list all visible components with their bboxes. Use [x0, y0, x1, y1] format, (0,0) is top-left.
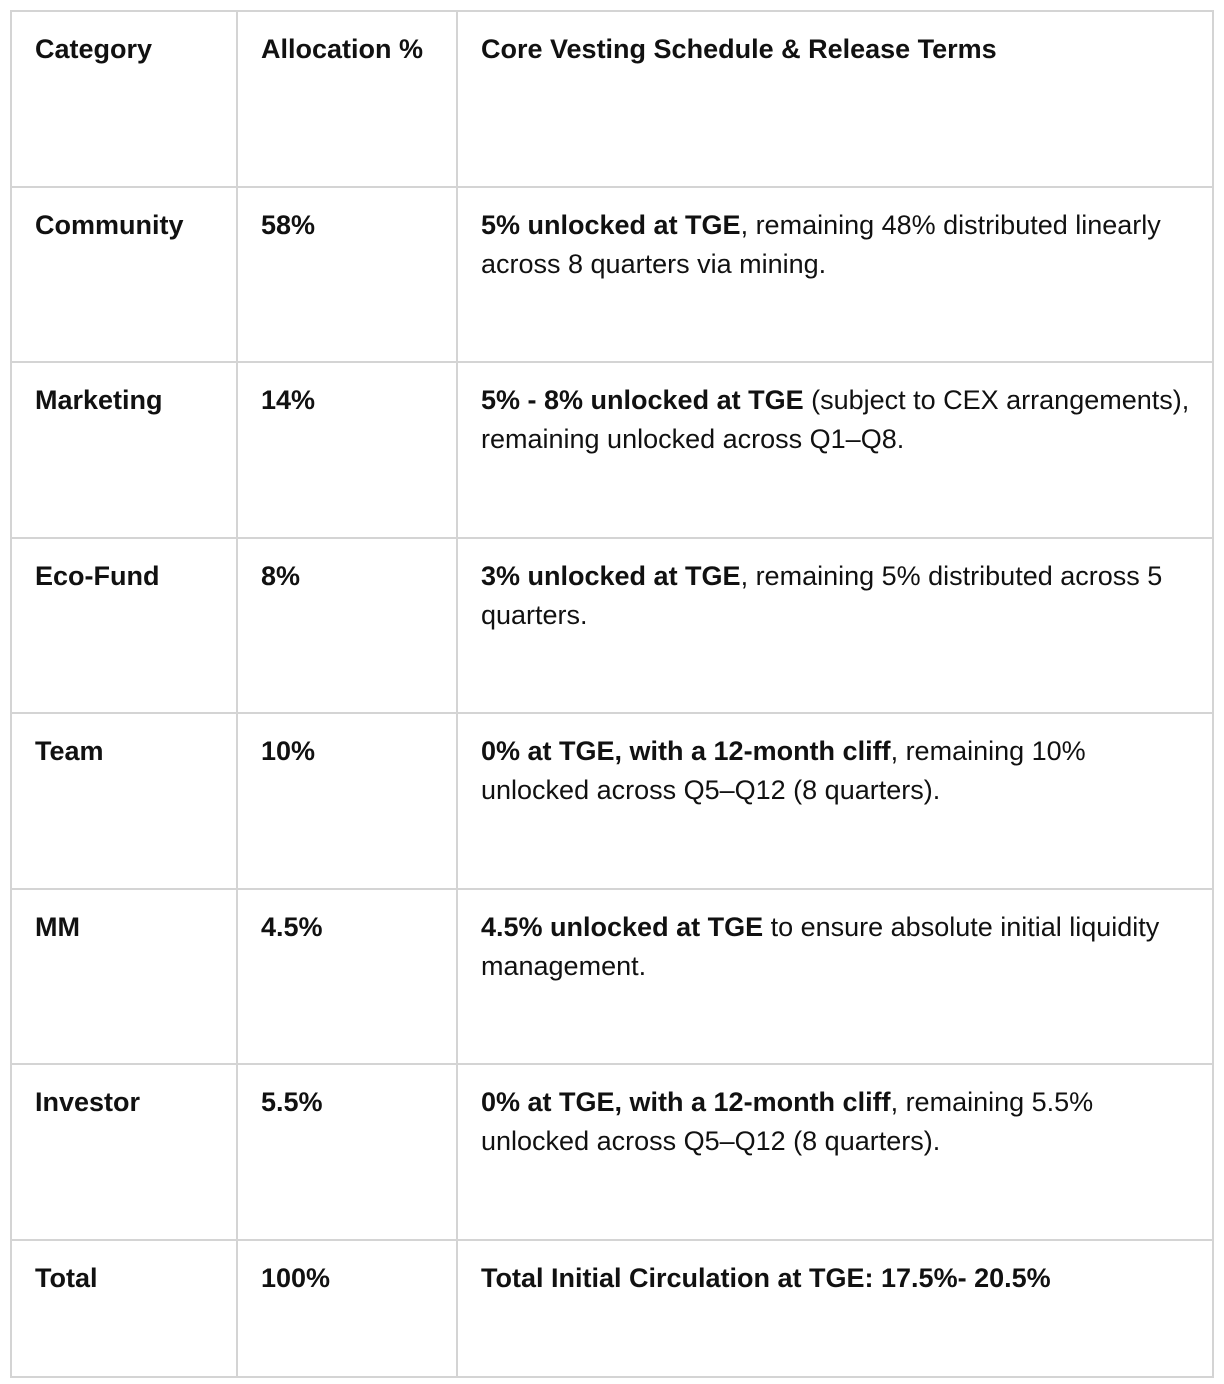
allocation-cell: 4.5%	[236, 887, 458, 1065]
category-cell: Eco-Fund	[10, 536, 238, 714]
header-row: Category Allocation % Core Vesting Sched…	[10, 10, 1214, 188]
table-row: Marketing 14% 5% - 8% unlocked at TGE (sub…	[10, 361, 1214, 539]
terms-bold: Total Initial Circulation at TGE: 17.5%-…	[481, 1262, 1051, 1293]
table-body: Category Allocation % Core Vesting Sched…	[10, 10, 1214, 1378]
header-cell: Allocation %	[236, 10, 458, 188]
header-cell: Category	[10, 10, 238, 188]
terms-cell: 5% unlocked at TGE, remaining 48% distri…	[456, 185, 1214, 363]
terms-bold: 5% unlocked at TGE	[481, 209, 741, 240]
allocation-cell: 8%	[236, 536, 458, 714]
terms-bold: 5% - 8% unlocked at TGE	[481, 385, 804, 415]
table-row: Community 58% 5% unlocked at TGE, remainin…	[10, 185, 1214, 363]
allocation-cell: 100%	[236, 1238, 458, 1378]
allocation-cell: 10%	[236, 712, 458, 890]
allocation-cell: 58%	[236, 185, 458, 363]
terms-cell: 3% unlocked at TGE, remaining 5% distrib…	[456, 536, 1214, 714]
terms-cell: 0% at TGE, with a 12-month cliff, remain…	[456, 712, 1214, 890]
category-cell: MM	[10, 887, 238, 1065]
terms-text: , remaining 5.5% unlocked across Q5–Q12 …	[481, 1087, 1094, 1156]
terms-cell: 5% - 8% unlocked at TGE (subject to CEX …	[456, 361, 1214, 539]
category-cell: Marketing	[10, 361, 238, 539]
table-row: MM 4.5% 4.5% unlocked at TGE to ensure abs…	[10, 887, 1214, 1065]
terms-bold: 0% at TGE, with a 12-month cliff	[481, 736, 891, 766]
category-cell: Team	[10, 712, 238, 890]
category-cell: Investor	[10, 1063, 238, 1241]
allocation-cell: 5.5%	[236, 1063, 458, 1241]
allocation-cell: 14%	[236, 361, 458, 539]
terms-text: to ensure absolute initial liquidity man…	[481, 911, 1160, 981]
table-row: Eco-Fund 8% 3% unlocked at TGE, remaining …	[10, 536, 1214, 714]
terms-cell: Total Initial Circulation at TGE: 17.5%-…	[456, 1238, 1214, 1378]
terms-text: , remaining 48% distributed linearly acr…	[481, 209, 1161, 279]
vesting-table: Category Allocation % Core Vesting Sched…	[10, 10, 1214, 1378]
terms-bold: 4.5% unlocked at TGE	[481, 911, 764, 942]
table-row: Investor 5.5% 0% at TGE, with a 12-month c…	[10, 1063, 1214, 1241]
table-row: Team 10% 0% at TGE, with a 12-month cliff,…	[10, 712, 1214, 890]
terms-text: , remaining 10% unlocked across Q5–Q12 (…	[481, 736, 1086, 805]
table-row: Total 100% Total Initial Circulation at TG…	[10, 1238, 1214, 1378]
terms-text: , remaining 5% distributed across 5 quar…	[481, 560, 1163, 630]
terms-cell: 4.5% unlocked at TGE to ensure absolute …	[456, 887, 1214, 1065]
terms-text: (subject to CEX arrangements), remaining…	[481, 385, 1190, 454]
category-cell: Total	[10, 1238, 238, 1378]
category-cell: Community	[10, 185, 238, 363]
terms-bold: 3% unlocked at TGE	[481, 560, 741, 591]
header-cell: Core Vesting Schedule & Release Terms	[456, 10, 1214, 188]
terms-bold: 0% at TGE, with a 12-month cliff	[481, 1087, 891, 1117]
terms-cell: 0% at TGE, with a 12-month cliff, remain…	[456, 1063, 1214, 1241]
